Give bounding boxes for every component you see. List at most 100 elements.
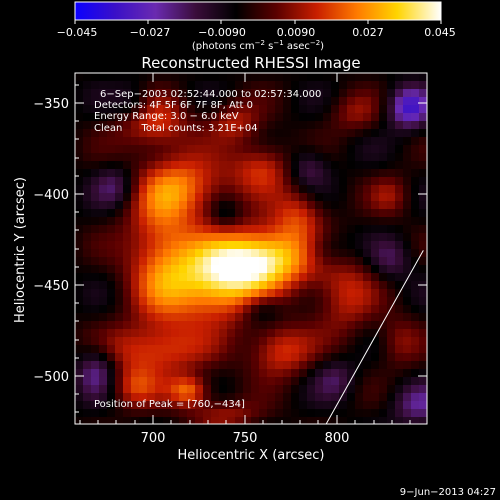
image-pixel xyxy=(171,345,180,354)
image-pixel xyxy=(227,201,236,210)
image-pixel xyxy=(307,153,316,162)
image-pixel xyxy=(339,241,348,250)
image-pixel xyxy=(203,185,212,194)
image-pixel xyxy=(259,337,268,346)
image-pixel xyxy=(371,377,380,386)
image-pixel xyxy=(323,249,332,258)
image-pixel xyxy=(83,393,92,402)
image-pixel xyxy=(371,409,380,418)
image-pixel xyxy=(339,361,348,370)
image-pixel xyxy=(163,353,172,362)
image-pixel xyxy=(387,169,396,178)
image-pixel xyxy=(219,329,228,338)
image-pixel xyxy=(363,257,372,266)
image-pixel xyxy=(163,377,172,386)
image-pixel xyxy=(219,265,228,274)
image-pixel xyxy=(291,89,300,98)
image-pixel xyxy=(267,185,276,194)
image-pixel xyxy=(307,145,316,154)
image-pixel xyxy=(179,209,188,218)
image-pixel xyxy=(395,329,404,338)
image-pixel xyxy=(203,377,212,386)
image-pixel xyxy=(395,369,404,378)
image-pixel xyxy=(259,97,268,106)
image-pixel xyxy=(195,297,204,306)
image-pixel xyxy=(323,201,332,210)
image-pixel xyxy=(155,249,164,258)
image-pixel xyxy=(147,417,156,424)
image-pixel xyxy=(283,209,292,218)
image-pixel xyxy=(315,281,324,290)
image-pixel xyxy=(91,377,100,386)
image-pixel xyxy=(219,233,228,242)
image-pixel xyxy=(291,97,300,106)
image-pixel xyxy=(339,337,348,346)
image-pixel xyxy=(203,121,212,130)
image-pixel xyxy=(107,225,116,234)
image-pixel xyxy=(179,377,188,386)
image-pixel xyxy=(235,169,244,178)
image-pixel xyxy=(195,153,204,162)
image-pixel xyxy=(355,89,364,98)
image-pixel xyxy=(315,401,324,410)
image-pixel xyxy=(219,353,228,362)
image-pixel xyxy=(123,201,132,210)
image-pixel xyxy=(179,81,188,90)
image-pixel xyxy=(99,145,108,154)
image-pixel xyxy=(419,409,427,418)
image-pixel xyxy=(379,369,388,378)
image-pixel xyxy=(355,105,364,114)
image-pixel xyxy=(283,81,292,90)
image-pixel xyxy=(347,153,356,162)
image-pixel xyxy=(299,321,308,330)
image-pixel xyxy=(307,377,316,386)
image-pixel xyxy=(387,145,396,154)
image-pixel xyxy=(163,233,172,242)
image-pixel xyxy=(123,145,132,154)
image-pixel xyxy=(203,321,212,330)
image-pixel xyxy=(371,105,380,114)
image-pixel xyxy=(235,153,244,162)
image-pixel xyxy=(107,137,116,146)
image-pixel xyxy=(355,345,364,354)
image-pixel xyxy=(331,249,340,258)
image-pixel xyxy=(387,273,396,282)
image-pixel xyxy=(107,105,116,114)
image-pixel xyxy=(139,401,148,410)
image-pixel xyxy=(307,201,316,210)
image-pixel xyxy=(163,153,172,162)
image-pixel xyxy=(115,369,124,378)
image-pixel xyxy=(235,281,244,290)
image-pixel xyxy=(291,289,300,298)
image-pixel xyxy=(403,73,412,82)
image-pixel xyxy=(371,289,380,298)
image-pixel xyxy=(323,409,332,418)
image-pixel xyxy=(291,201,300,210)
image-pixel xyxy=(115,225,124,234)
image-pixel xyxy=(275,121,284,130)
image-pixel xyxy=(307,385,316,394)
image-pixel xyxy=(339,113,348,122)
image-pixel xyxy=(171,305,180,314)
image-pixel xyxy=(379,321,388,330)
image-pixel xyxy=(403,321,412,330)
image-pixel xyxy=(107,409,116,418)
image-pixel xyxy=(299,417,308,424)
image-pixel xyxy=(187,321,196,330)
image-pixel xyxy=(99,201,108,210)
image-pixel xyxy=(83,273,92,282)
image-pixel xyxy=(75,177,84,186)
image-pixel xyxy=(115,353,124,362)
image-pixel xyxy=(211,169,220,178)
image-pixel xyxy=(315,297,324,306)
image-pixel xyxy=(91,113,100,122)
image-pixel xyxy=(203,129,212,138)
image-pixel xyxy=(123,225,132,234)
image-pixel xyxy=(267,361,276,370)
image-pixel xyxy=(371,401,380,410)
image-pixel xyxy=(131,409,140,418)
image-pixel xyxy=(219,89,228,98)
image-pixel xyxy=(107,145,116,154)
image-pixel xyxy=(187,209,196,218)
image-pixel xyxy=(339,417,348,424)
